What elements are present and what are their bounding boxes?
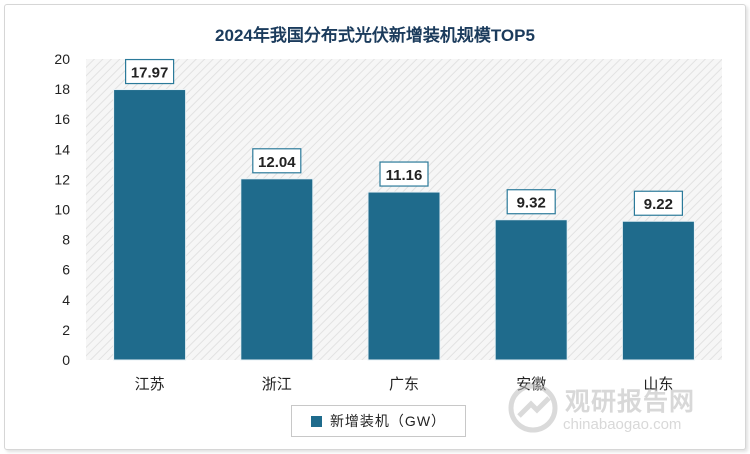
- bar: [494, 219, 568, 361]
- data-label-box: [633, 190, 684, 216]
- y-tick-label: 12: [54, 171, 70, 187]
- category-label: 山东: [643, 376, 673, 393]
- data-label: 9.32: [517, 195, 546, 212]
- data-label-box: [379, 161, 429, 187]
- data-label: 11.16: [386, 167, 423, 184]
- watermark-en: chinabaogao.com: [563, 416, 682, 433]
- y-tick-label: 10: [54, 202, 70, 218]
- chart-title: 2024年我国分布式光伏新增装机规模TOP5: [215, 25, 535, 45]
- legend-swatch: [310, 415, 322, 427]
- data-label: 17.97: [131, 65, 169, 82]
- category-label: 江苏: [135, 376, 165, 393]
- y-tick-label: 6: [62, 262, 70, 278]
- data-label-box: [252, 148, 302, 174]
- legend: 新增装机（GW）: [291, 405, 466, 437]
- data-label: 12.04: [258, 154, 296, 171]
- data-label: 9.22: [644, 196, 673, 213]
- data-label-box: [506, 189, 556, 215]
- y-tick-label: 4: [62, 292, 70, 308]
- y-tick-label: 14: [54, 141, 70, 157]
- category-label: 广东: [389, 376, 419, 393]
- y-tick-label: 20: [54, 51, 70, 67]
- y-tick-label: 2: [62, 322, 70, 338]
- watermark: 观研报告网 chinabaogao.com: [505, 378, 725, 438]
- y-tick-label: 8: [62, 232, 70, 248]
- category-label: 浙江: [262, 376, 292, 393]
- bar: [113, 89, 187, 361]
- y-tick-label: 18: [54, 81, 70, 97]
- data-label-box: [124, 58, 175, 85]
- bar: [621, 220, 695, 361]
- watermark-logo-icon: [508, 383, 558, 433]
- bar: [240, 178, 314, 361]
- watermark-cn: 观研报告网: [565, 388, 696, 416]
- legend-label: 新增装机（GW）: [329, 413, 447, 429]
- y-tick-label: 16: [54, 111, 70, 127]
- bar: [367, 191, 441, 361]
- y-tick-label: 0: [62, 352, 70, 368]
